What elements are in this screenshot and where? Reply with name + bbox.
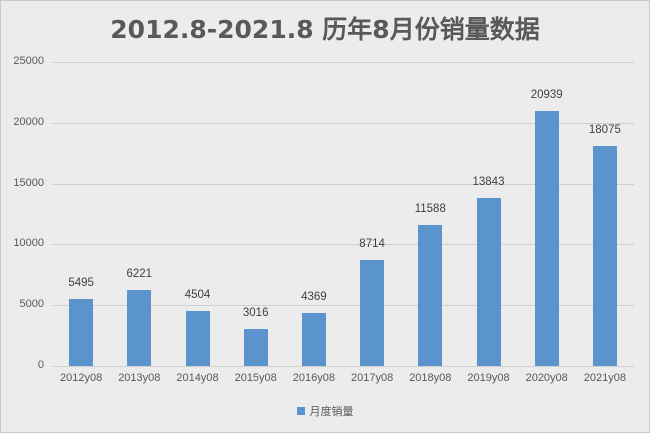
data-label: 4369 <box>301 290 327 303</box>
bar[interactable] <box>592 146 617 366</box>
x-tick-label: 2013y08 <box>118 372 161 384</box>
bar[interactable] <box>418 225 443 366</box>
y-tick-label: 10000 <box>13 237 44 250</box>
chart-title: 2012.8-2021.8 历年8月份销量数据 <box>110 15 540 44</box>
y-tick-label: 25000 <box>13 55 44 67</box>
x-tick-label: 2019y08 <box>467 372 510 384</box>
gridline <box>52 62 634 63</box>
gridline <box>52 122 634 124</box>
data-label: 18075 <box>588 124 621 137</box>
x-tick-label: 2021y08 <box>583 372 626 384</box>
y-tick-label: 15000 <box>13 176 44 189</box>
data-label: 4504 <box>184 289 211 302</box>
gridline <box>52 244 634 246</box>
x-tick-label: 2017y08 <box>350 372 394 384</box>
x-tick-label: 2015y08 <box>234 372 277 384</box>
bar[interactable] <box>360 260 385 366</box>
data-label: 8714 <box>359 238 385 251</box>
bar[interactable] <box>534 111 559 366</box>
y-tick-label: 0 <box>37 359 44 371</box>
bar[interactable] <box>127 290 152 366</box>
gridline <box>52 366 634 367</box>
data-label: 11588 <box>414 203 446 216</box>
y-tick-label: 5000 <box>19 298 44 311</box>
legend-swatch <box>296 407 305 415</box>
gridline <box>52 305 634 307</box>
data-label: 6221 <box>126 268 153 281</box>
data-label: 20939 <box>530 89 563 102</box>
bar[interactable] <box>69 299 94 366</box>
gridline <box>52 183 634 185</box>
x-tick-label: 2020y08 <box>525 372 568 384</box>
x-tick-label: 2014y08 <box>176 372 219 384</box>
y-tick-label: 20000 <box>13 115 44 128</box>
data-label: 5495 <box>68 277 94 290</box>
legend-label: 月度销量 <box>309 406 354 418</box>
x-tick-label: 2018y08 <box>409 372 452 384</box>
plot-area: 0 5000 10000 15000 20000 25000 5495 2012y08 6221… <box>13 55 634 384</box>
bar[interactable] <box>185 311 210 366</box>
data-label: 13843 <box>472 175 505 188</box>
x-tick-label: 2012y08 <box>60 372 103 384</box>
x-tick-label: 2016y08 <box>292 372 335 384</box>
bar[interactable] <box>301 312 326 366</box>
legend: 月度销量 <box>0 403 650 419</box>
data-label: 3016 <box>242 307 269 320</box>
bar[interactable] <box>476 197 501 366</box>
bar[interactable] <box>243 329 268 366</box>
